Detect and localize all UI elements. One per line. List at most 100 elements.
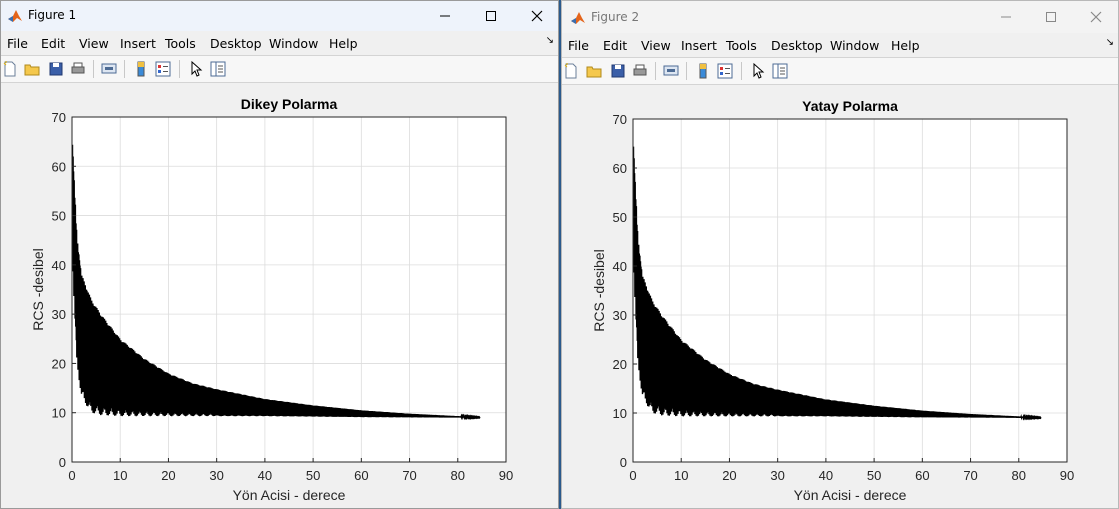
- y-axis-label: RCS -desibel: [30, 248, 46, 330]
- x-tick-label: 30: [209, 468, 223, 483]
- x-tick-label: 10: [113, 468, 127, 483]
- save-icon[interactable]: [609, 62, 627, 80]
- x-tick-label: 0: [68, 468, 75, 483]
- plot-area: 0 10 20 30 40 50 60 70 80 90 0 10 20 30 40 50 60 70 Dikey …: [1, 83, 558, 508]
- print-preview-icon[interactable]: [100, 60, 118, 78]
- legend-icon[interactable]: [716, 62, 734, 80]
- y-tick-label: 30: [613, 308, 627, 323]
- maximize-button[interactable]: [468, 1, 514, 31]
- y-tick-label: 20: [613, 357, 627, 372]
- menu-view[interactable]: View: [641, 38, 671, 53]
- print-preview-icon[interactable]: [662, 62, 680, 80]
- open-file-icon[interactable]: [585, 62, 603, 80]
- y-tick-label: 50: [52, 209, 66, 224]
- toolbar-separator: [124, 60, 125, 78]
- y-tick-label: 0: [620, 455, 627, 470]
- close-button[interactable]: [514, 1, 560, 31]
- y-tick-label: 60: [613, 161, 627, 176]
- figure-2-chart[interactable]: 0 10 20 30 40 50 60 70 80 90 0 10 20 30 40 50 60 70 Yatay …: [562, 85, 1118, 508]
- x-tick-label: 50: [306, 468, 320, 483]
- minimize-icon: [1001, 16, 1011, 18]
- x-tick-label: 60: [915, 468, 929, 483]
- menu-tools[interactable]: Tools: [165, 36, 196, 51]
- x-tick-label: 70: [402, 468, 416, 483]
- x-tick-label: 40: [258, 468, 272, 483]
- x-tick-label: 20: [722, 468, 736, 483]
- title-bar[interactable]: Figure 2: [562, 1, 1118, 33]
- edit-plot-icon[interactable]: [749, 62, 767, 80]
- y-tick-label: 30: [52, 307, 66, 322]
- x-tick-label: 90: [1060, 468, 1074, 483]
- new-figure-icon[interactable]: [562, 62, 580, 80]
- x-tick-label: 90: [499, 468, 513, 483]
- print-icon[interactable]: [69, 60, 87, 78]
- close-icon: [531, 10, 543, 22]
- menu-edit[interactable]: Edit: [41, 36, 66, 51]
- y-tick-label: 60: [52, 159, 66, 174]
- print-icon[interactable]: [631, 62, 649, 80]
- dock-arrow-icon[interactable]: ↘: [1105, 37, 1114, 48]
- maximize-button[interactable]: [1028, 1, 1074, 33]
- toolbar-separator: [655, 62, 656, 80]
- edit-plot-icon[interactable]: [187, 60, 205, 78]
- x-axis-label: Yön Acisi - derece: [794, 487, 907, 503]
- menu-view[interactable]: View: [79, 36, 109, 51]
- figure-toolbar: [562, 57, 1118, 85]
- figure-1-window: Figure 1 File Edit View Insert Tools Des…: [0, 0, 559, 509]
- close-button[interactable]: [1073, 1, 1119, 33]
- y-axis-label: RCS -desibel: [591, 249, 607, 331]
- menu-help[interactable]: Help: [329, 36, 358, 51]
- minimize-button[interactable]: [983, 1, 1029, 33]
- menu-file[interactable]: File: [7, 36, 28, 51]
- title-bar[interactable]: Figure 1: [1, 1, 558, 31]
- menu-desktop[interactable]: Desktop: [771, 38, 823, 53]
- menu-edit[interactable]: Edit: [603, 38, 628, 53]
- minimize-button[interactable]: [422, 1, 468, 31]
- y-tick-label: 50: [613, 210, 627, 225]
- menu-help[interactable]: Help: [891, 38, 920, 53]
- property-inspector-icon[interactable]: [771, 62, 789, 80]
- menu-file[interactable]: File: [568, 38, 589, 53]
- new-figure-icon[interactable]: [1, 60, 19, 78]
- menu-insert[interactable]: Insert: [120, 36, 156, 51]
- colorbar-icon[interactable]: [132, 60, 150, 78]
- toolbar-separator: [686, 62, 687, 80]
- menu-insert[interactable]: Insert: [681, 38, 717, 53]
- x-tick-label: 80: [451, 468, 465, 483]
- y-tick-label: 20: [52, 356, 66, 371]
- save-icon[interactable]: [47, 60, 65, 78]
- x-axis-label: Yön Acisi - derece: [233, 487, 346, 503]
- menu-tools[interactable]: Tools: [726, 38, 757, 53]
- toolbar-separator: [179, 60, 180, 78]
- plot-area: 0 10 20 30 40 50 60 70 80 90 0 10 20 30 40 50 60 70 Yatay …: [562, 85, 1118, 508]
- x-tick-label: 50: [867, 468, 881, 483]
- y-tick-label: 10: [613, 406, 627, 421]
- window-title: Figure 1: [28, 8, 77, 22]
- rcs-series-line: [71, 144, 481, 421]
- maximize-icon: [1046, 12, 1056, 22]
- legend-icon[interactable]: [154, 60, 172, 78]
- y-tick-label: 40: [613, 259, 627, 274]
- x-tick-label: 10: [674, 468, 688, 483]
- x-tick-label: 80: [1012, 468, 1026, 483]
- window-title: Figure 2: [591, 10, 640, 24]
- x-tick-label: 70: [963, 468, 977, 483]
- rcs-series-line: [632, 146, 1042, 421]
- dock-arrow-icon[interactable]: ↘: [545, 35, 554, 46]
- menu-window[interactable]: Window: [830, 38, 880, 53]
- toolbar-separator: [741, 62, 742, 80]
- y-tick-label: 70: [52, 110, 66, 125]
- menu-desktop[interactable]: Desktop: [210, 36, 262, 51]
- menu-window[interactable]: Window: [269, 36, 319, 51]
- y-tick-label: 70: [613, 112, 627, 127]
- figure-toolbar: [1, 55, 558, 83]
- open-file-icon[interactable]: [23, 60, 41, 78]
- property-inspector-icon[interactable]: [209, 60, 227, 78]
- axes-box: [71, 116, 507, 463]
- matlab-logo-icon: [571, 12, 585, 24]
- x-tick-label: 0: [629, 468, 636, 483]
- colorbar-icon[interactable]: [694, 62, 712, 80]
- x-tick-label: 30: [770, 468, 784, 483]
- close-icon: [1090, 11, 1102, 23]
- figure-1-chart[interactable]: 0 10 20 30 40 50 60 70 80 90 0 10 20 30 40 50 60 70 Dikey …: [1, 83, 558, 508]
